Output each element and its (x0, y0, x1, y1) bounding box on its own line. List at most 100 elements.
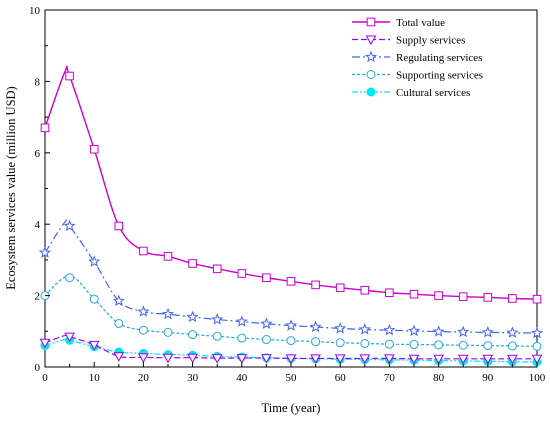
data-point (114, 221, 124, 231)
data-point (407, 324, 421, 337)
legend: Total value Supply services Regulating ser… (352, 17, 483, 99)
x-tick-label: 40 (236, 372, 248, 384)
x-tick-label: 60 (335, 372, 347, 384)
data-point (360, 285, 370, 295)
x-tick-label: 70 (384, 372, 396, 384)
data-point (38, 246, 52, 258)
data-point (284, 319, 298, 331)
data-point (334, 354, 346, 364)
data-point (65, 71, 74, 81)
data-point (163, 252, 173, 261)
x-tick-label: 20 (138, 372, 150, 384)
data-point (212, 264, 222, 274)
data-point (457, 354, 469, 365)
legend-item: Regulating services (352, 50, 482, 64)
y-axis-title: Ecosystem services value (million USD) (4, 86, 18, 289)
legend-item: Supply services (352, 35, 465, 47)
data-point (286, 277, 296, 286)
data-point (334, 322, 347, 334)
data-point (161, 307, 175, 320)
data-point (311, 280, 320, 290)
legend-label: Total value (396, 17, 445, 29)
data-point (458, 292, 468, 301)
legend-label: Cultural services (396, 87, 470, 99)
data-point (88, 255, 101, 267)
axis-ticks: 0 10 20 30 40 50 60 70 80 90 100 0 2 4 6 8 10 (29, 5, 546, 384)
data-point (483, 341, 493, 351)
legend-label: Regulating services (396, 52, 482, 64)
legend-marker (366, 70, 376, 79)
series-regulating-services (38, 219, 544, 339)
data-point (162, 353, 174, 364)
data-point (507, 354, 518, 365)
data-point (88, 340, 100, 351)
data-point (481, 326, 494, 338)
data-point (409, 289, 419, 299)
data-point (458, 340, 468, 350)
series-supporting-services (40, 273, 542, 351)
data-point (335, 338, 345, 348)
data-point (212, 331, 222, 341)
data-point (483, 293, 493, 302)
data-point (358, 323, 371, 335)
data-point (211, 354, 223, 364)
x-tick-label: 10 (89, 372, 101, 384)
legend-item: Supporting services (352, 70, 483, 82)
data-point (507, 341, 517, 351)
data-point (65, 273, 75, 283)
data-point (260, 317, 273, 329)
legend-item: Cultural services (352, 87, 470, 99)
data-point (531, 354, 543, 365)
x-tick-label: 30 (187, 372, 199, 384)
data-point (262, 273, 271, 283)
data-point (433, 354, 444, 365)
data-point (457, 325, 470, 338)
data-point (482, 354, 494, 365)
data-point (237, 269, 247, 278)
series-layer (38, 65, 544, 367)
y-tick-label: 6 (35, 148, 41, 160)
x-axis-title: Time (year) (262, 401, 321, 415)
y-tick-label: 0 (35, 362, 41, 374)
data-point (309, 320, 322, 333)
data-point (113, 352, 125, 362)
x-tick-label: 50 (286, 372, 298, 384)
data-point (114, 318, 124, 328)
data-point (63, 219, 76, 232)
legend-marker (364, 50, 378, 63)
data-point (261, 354, 272, 364)
legend-label: Supply services (396, 35, 465, 47)
series-total-value (40, 65, 542, 304)
y-tick-label: 10 (29, 5, 41, 17)
data-point (532, 294, 542, 304)
data-point (286, 336, 296, 346)
series-line (45, 219, 537, 334)
data-point (506, 326, 519, 338)
legend-marker (365, 35, 377, 46)
data-point (188, 330, 198, 340)
data-point (89, 294, 99, 304)
data-point (137, 305, 150, 317)
x-tick-label: 80 (433, 372, 445, 384)
y-tick-label: 2 (35, 291, 41, 303)
data-point (39, 338, 51, 349)
data-point (384, 354, 395, 364)
data-point (138, 353, 149, 363)
series-line (45, 275, 537, 347)
legend-marker (366, 87, 376, 97)
y-tick-label: 8 (35, 76, 41, 88)
data-point (360, 338, 370, 348)
data-point (237, 333, 247, 343)
y-tick-label: 4 (35, 219, 41, 231)
data-point (508, 294, 517, 303)
data-point (359, 354, 371, 364)
data-point (408, 354, 420, 365)
data-point (186, 310, 199, 323)
data-point (434, 340, 444, 350)
data-point (384, 339, 394, 349)
data-point (310, 354, 321, 364)
legend-item: Total value (352, 17, 445, 29)
data-point (285, 354, 297, 364)
data-point (311, 337, 321, 347)
data-point (163, 327, 173, 337)
